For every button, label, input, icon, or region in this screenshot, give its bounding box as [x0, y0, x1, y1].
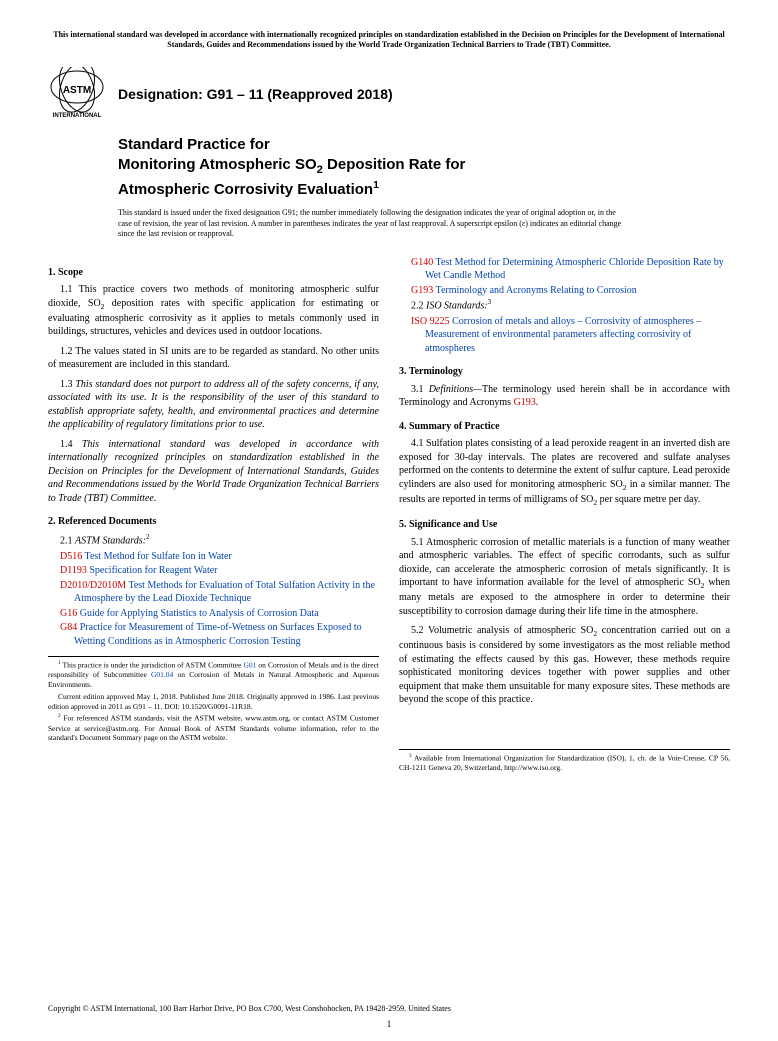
- footnotes-left: 1 This practice is under the jurisdictio…: [48, 656, 379, 743]
- copyright-footer: Copyright © ASTM International, 100 Barr…: [48, 1004, 730, 1013]
- para-4-1: 4.1 Sulfation plates consisting of a lea…: [399, 437, 730, 508]
- header-row: ASTM INTERNATIONAL Designation: G91 – 11…: [48, 67, 730, 121]
- page-number: 1: [0, 1019, 778, 1029]
- ref-d2010-d2010m[interactable]: D2010/D2010M Test Methods for Evaluation…: [60, 579, 379, 606]
- para-3-1: 3.1 Definitions—The terminology used her…: [399, 383, 730, 410]
- ref-g84[interactable]: G84 Practice for Measurement of Time-of-…: [60, 621, 379, 648]
- title-line-3: Atmospheric Corrosivity Evaluation1: [118, 178, 730, 200]
- para-1-2: 1.2 The values stated in SI units are to…: [48, 345, 379, 372]
- section-3-head: 3. Terminology: [399, 365, 730, 379]
- footnote-1: 1 This practice is under the jurisdictio…: [48, 660, 379, 690]
- issue-note: This standard is issued under the fixed …: [118, 208, 730, 239]
- section-5-head: 5. Significance and Use: [399, 518, 730, 532]
- title-block: Standard Practice for Monitoring Atmosph…: [118, 135, 730, 201]
- svg-text:INTERNATIONAL: INTERNATIONAL: [53, 113, 102, 119]
- para-1-4: 1.4 This international standard was deve…: [48, 438, 379, 506]
- para-5-2: 5.2 Volumetric analysis of atmospheric S…: [399, 624, 730, 707]
- ref-iso-9225[interactable]: ISO 9225 Corrosion of metals and alloys …: [411, 315, 730, 356]
- designation: Designation: G91 – 11 (Reapproved 2018): [118, 86, 393, 102]
- title-line-2: Monitoring Atmospheric SO2 Deposition Ra…: [118, 155, 730, 178]
- footnote-2: 2 For referenced ASTM standards, visit t…: [48, 713, 379, 743]
- ref-g16[interactable]: G16 Guide for Applying Statistics to Ana…: [60, 607, 379, 621]
- footnote-1b: Current edition approved May 1, 2018. Pu…: [48, 692, 379, 712]
- footnote-3: 3 Available from International Organizat…: [399, 753, 730, 773]
- title-line-1: Standard Practice for: [118, 135, 730, 155]
- para-1-3: 1.3 This standard does not purport to ad…: [48, 378, 379, 432]
- sub-2-2: 2.2 ISO Standards:3: [411, 298, 730, 313]
- ref-g193[interactable]: G193 Terminology and Acronyms Relating t…: [411, 284, 730, 298]
- ref-g140[interactable]: G140 Test Method for Determining Atmosph…: [411, 256, 730, 283]
- sub-2-1: 2.1 ASTM Standards:2: [60, 533, 379, 548]
- tbt-statement: This international standard was develope…: [48, 30, 730, 51]
- column-right: G140 Test Method for Determining Atmosph…: [399, 256, 730, 775]
- para-5-1: 5.1 Atmospheric corrosion of metallic ma…: [399, 536, 730, 619]
- section-2-head: 2. Referenced Documents: [48, 515, 379, 529]
- column-left: 1. Scope 1.1 This practice covers two me…: [48, 256, 379, 775]
- ref-d1193[interactable]: D1193 Specification for Reagent Water: [60, 564, 379, 578]
- footnotes-right: 3 Available from International Organizat…: [399, 749, 730, 773]
- para-1-1: 1.1 This practice covers two methods of …: [48, 283, 379, 339]
- section-1-head: 1. Scope: [48, 266, 379, 280]
- section-4-head: 4. Summary of Practice: [399, 420, 730, 434]
- svg-text:ASTM: ASTM: [63, 85, 91, 96]
- ref-d516[interactable]: D516 Test Method for Sulfate Ion in Wate…: [60, 550, 379, 564]
- astm-logo: ASTM INTERNATIONAL: [48, 67, 106, 121]
